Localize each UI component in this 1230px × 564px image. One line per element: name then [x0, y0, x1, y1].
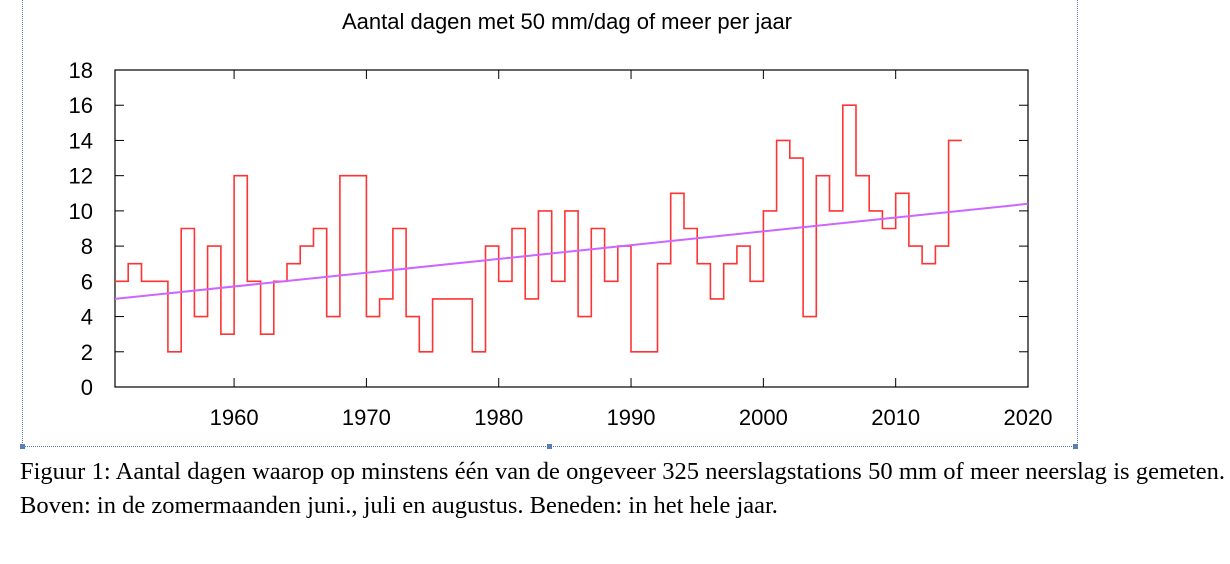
y-tick-label: 14	[69, 128, 93, 153]
chart: Aantal dagen met 50 mm/dag of meer per j…	[69, 9, 1053, 430]
y-tick-label: 2	[81, 340, 93, 365]
resize-handle-bottom-left[interactable]	[20, 444, 25, 449]
plot-area-frame	[114, 69, 1029, 388]
y-tick-label: 8	[81, 234, 93, 259]
figure-caption: Figuur 1: Aantal dagen waarop op minsten…	[20, 458, 1225, 519]
x-tick-label: 2010	[871, 405, 920, 430]
resize-handle-bottom-right[interactable]	[1073, 444, 1078, 449]
y-tick-label: 0	[81, 375, 93, 400]
x-tick-label: 2020	[1004, 405, 1053, 430]
y-tick-label: 6	[81, 269, 93, 294]
chart-title: Aantal dagen met 50 mm/dag of meer per j…	[342, 9, 792, 34]
x-tick-label: 1990	[607, 405, 656, 430]
trend-line	[114, 202, 1029, 300]
y-tick-label: 10	[69, 199, 93, 224]
x-tick-label: 1970	[342, 405, 391, 430]
y-tick-label: 4	[81, 305, 93, 330]
x-tick-label: 2000	[739, 405, 788, 430]
y-tick-label: 18	[69, 58, 93, 83]
y-tick-label: 12	[69, 164, 93, 189]
series-step-line	[115, 104, 962, 353]
resize-handle-bottom-center[interactable]	[547, 444, 552, 449]
x-tick-label: 1980	[474, 405, 523, 430]
y-tick-label: 16	[69, 93, 93, 118]
x-tick-label: 1960	[210, 405, 259, 430]
